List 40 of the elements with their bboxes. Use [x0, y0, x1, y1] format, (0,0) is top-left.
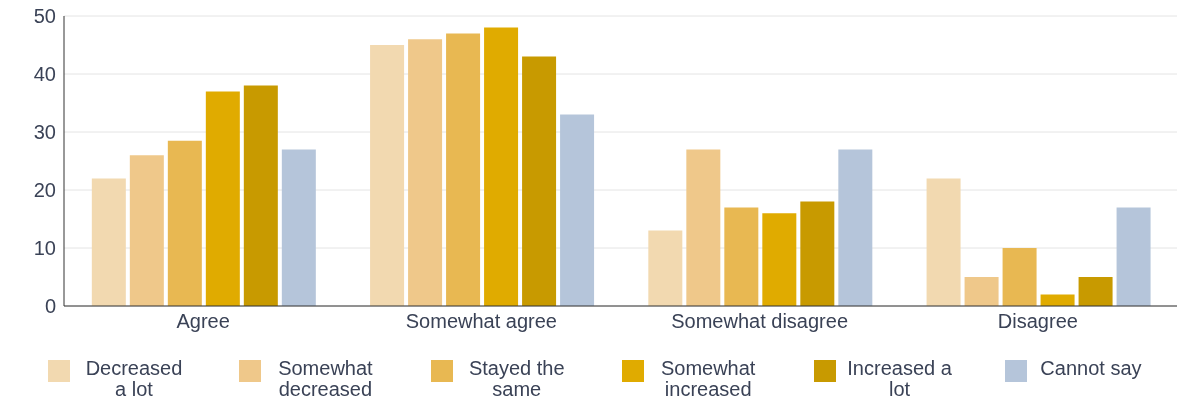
bar [1078, 277, 1113, 306]
y-tick-label: 0 [44, 295, 56, 318]
x-tick-label: Agree [176, 310, 230, 333]
legend-label: Somewhat increased [659, 357, 757, 400]
bar [129, 155, 164, 306]
bar [446, 33, 481, 306]
y-tick-label: 20 [33, 179, 56, 202]
y-tick-label: 40 [33, 63, 56, 86]
bar [205, 91, 240, 306]
bar [91, 178, 126, 306]
bar [1040, 294, 1075, 306]
bar [686, 149, 721, 306]
bar [762, 213, 797, 306]
bar [408, 39, 443, 306]
y-tick-label: 30 [33, 121, 56, 144]
bar [926, 178, 961, 306]
bar [1116, 207, 1151, 306]
legend-label: Decreased a lot [84, 357, 184, 400]
x-tick-label: Somewhat disagree [671, 310, 849, 333]
bar [1002, 248, 1037, 306]
y-tick-label: 50 [33, 5, 56, 28]
bar [243, 85, 278, 306]
bar [281, 149, 316, 306]
bar [560, 114, 595, 306]
bar [484, 27, 519, 306]
y-tick-label: 10 [33, 237, 56, 260]
x-tick-label: Somewhat agree [405, 310, 557, 333]
legend-label: Stayed the same [467, 357, 566, 400]
bar [724, 207, 759, 306]
bar [648, 230, 683, 306]
x-tick-label: Disagree [997, 310, 1078, 333]
bar [800, 201, 835, 306]
bar [370, 45, 405, 306]
bar [838, 149, 873, 306]
bar [964, 277, 999, 306]
legend-label: Cannot say [1039, 357, 1143, 379]
bar [522, 56, 557, 306]
legend-label: Somewhat decreased [277, 357, 374, 400]
bar [167, 140, 202, 306]
legend-label: Increased a lot [846, 357, 953, 400]
